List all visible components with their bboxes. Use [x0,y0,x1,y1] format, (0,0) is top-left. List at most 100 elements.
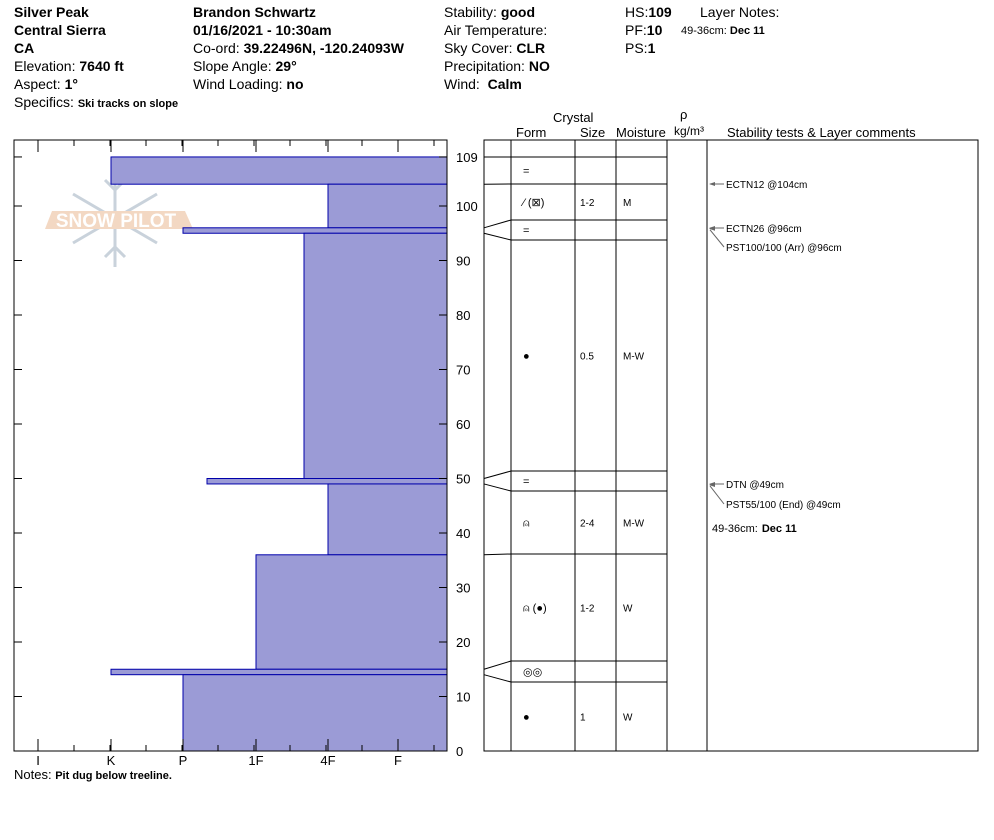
layer-table: = ⁄ (⊠) 1-2 M = ● 0.5 M-W = ⍝ 2-4 M-W ⍝ (●) 1-2 W ◎◎ ● 1 W… [483,139,979,752]
precip-label: Precipitation: [444,58,525,74]
crystal-size: 1 [580,713,586,724]
arrow-line [709,229,725,248]
depth-label: 90 [456,254,470,269]
elevation: Elevation: 7640 ft [14,57,124,75]
hs-value: 109 [648,4,672,20]
hardness-bar [110,668,448,676]
depth-label: 0 [456,744,463,759]
coord-value: 39.22496N, -120.24093W [243,40,404,56]
depth-label: 70 [456,363,470,378]
depth-label: 20 [456,635,470,650]
hardness-label: F [394,753,402,768]
hs: HS:109 [625,3,672,21]
air-temp-label: Air Temperature: [444,22,548,38]
col-form: Form [516,125,547,140]
crystal-form: ◎◎ [523,667,542,679]
wind-loading: Wind Loading: no [193,75,304,93]
hardness-chart: I K P 1F 4F F 0 10 20 30 40 50 60 70 80 90 100 109 [13,139,478,768]
hardness-bar [327,483,448,556]
layer-note-range: 49-36cm: [681,25,727,37]
wind-loading-label: Wind Loading: [193,76,283,92]
hardness-bar [110,156,448,185]
hardness-bar [255,554,448,670]
crystal-form: ⍝ (●) [523,603,547,615]
hardness-bar [182,674,448,752]
stability-test: DTN @49cm [726,480,784,491]
moisture: W [623,713,633,724]
col-comments: Stability tests & Layer comments [727,125,916,140]
sky-value: CLR [516,40,546,56]
observer: Brandon Schwartz [193,4,316,20]
moisture: M-W [623,352,645,363]
arrow-head-icon [709,226,715,231]
stability-value: good [500,4,536,20]
stability-test: ECTN26 @96cm [726,224,802,235]
wind-loading-value: no [286,76,304,92]
notes-value: Pit dug below treeline. [55,770,172,782]
stability-label: Stability: [444,4,497,20]
arrow-head-icon [709,482,715,487]
crystal-size: 1-2 [580,604,595,615]
hardness-frame [13,139,448,752]
layer-connector [483,483,512,492]
depth-label: 10 [456,690,470,705]
crystal-form: ⁄ (⊠) [520,197,544,209]
crystal-form: ⍝ [523,518,530,530]
crystal-form: ● [523,712,530,724]
depth-label: 40 [456,526,470,541]
layer-notes-label: Layer Notes: [700,4,780,20]
depth-label: 50 [456,472,470,487]
layer-comment-note: Dec 11 [762,523,797,535]
depth-label: 30 [456,581,470,596]
slope-value: 29° [275,58,297,74]
logo-text: SNOW PILOT [56,211,177,232]
arrow-head-icon [709,182,715,186]
state: CA [14,40,35,56]
ps: PS:1 [625,39,655,57]
layer-note-value: Dec 11 [729,25,765,37]
hardness-bar [206,478,448,485]
stability-test: PST55/100 (End) @49cm [726,500,841,511]
hardness-label: 4F [320,753,335,768]
hardness-bar [327,183,448,229]
datetime: 01/16/2021 - 10:30am [193,22,332,38]
elevation-label: Elevation: [14,58,76,74]
stability: Stability: good [444,3,535,21]
coordinates: Co-ord: 39.22496N, -120.24093W [193,39,404,57]
layer-connector [483,219,512,229]
layer-note: 49-36cm: Dec 11 [681,22,765,40]
depth-label: 100 [456,199,478,214]
arrow-line [709,485,725,505]
layer-connector [483,674,512,683]
snowpilot-logo: SNOW PILOT [45,170,193,267]
wind: Wind: Calm [444,75,522,93]
moisture: M [623,198,631,209]
sky-label: Sky Cover: [444,40,513,56]
crystal-size: 1-2 [580,198,595,209]
hardness-label: K [107,753,116,768]
hardness-bar [182,227,448,234]
depth-label: 109 [456,150,478,165]
col-size: Size [580,125,606,140]
air-temperature: Air Temperature: [444,21,547,39]
depth-label: 60 [456,417,470,432]
stability-test: ECTN12 @104cm [726,180,807,191]
aspect-value: 1° [64,76,78,92]
aspect-label: Aspect: [14,76,61,92]
hardness-label: 1F [248,753,263,768]
crystal-form: = [523,476,529,488]
pf: PF:10 [625,21,662,39]
slope-label: Slope Angle: [193,58,272,74]
crystal-form: ● [523,351,530,363]
col-density-unit: kg/m³ [674,124,704,138]
stability-test: PST100/100 (Arr) @96cm [726,243,842,254]
layer-connector [483,660,512,670]
col-moisture: Moisture [616,125,666,140]
ps-value: 1 [647,40,656,56]
specifics-label: Specifics: [14,94,74,110]
hs-label: HS: [625,4,649,20]
layer-connector [483,232,512,241]
aspect: Aspect: 1° [14,75,78,93]
hardness-label: I [36,753,40,768]
